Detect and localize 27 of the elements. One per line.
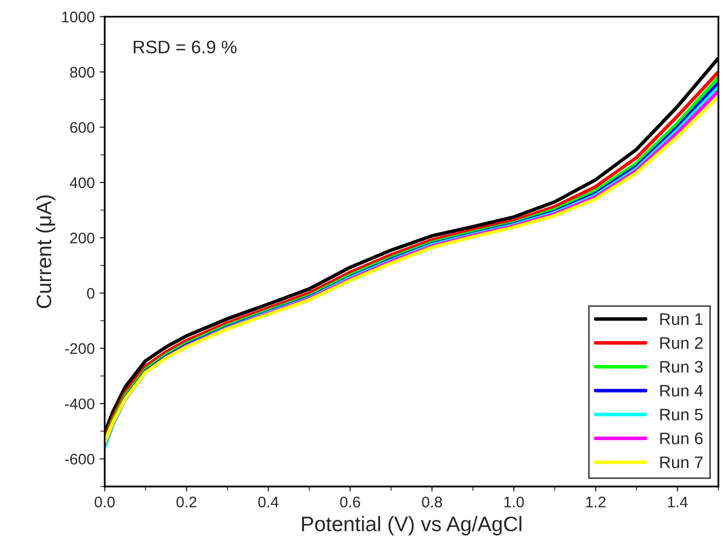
y-axis-title: Current (μA) — [36, 195, 56, 308]
y-tick-label: 400 — [70, 177, 94, 188]
x-tick-label: 1.2 — [586, 496, 606, 508]
legend-label: Run 7 — [660, 456, 703, 468]
legend-label: Run 1 — [660, 313, 703, 325]
y-tick-label: 1000 — [62, 12, 94, 22]
legend-label: Run 4 — [660, 384, 703, 397]
legend-label: Run 2 — [660, 337, 703, 349]
legend-label: Run 6 — [660, 432, 703, 444]
legend-label: Run 3 — [660, 360, 703, 373]
x-tick-label: 0.0 — [94, 496, 115, 508]
legend-label: Run 5 — [660, 408, 703, 420]
y-tick-label: 600 — [70, 122, 94, 133]
y-tick-label: -400 — [65, 398, 94, 410]
x-tick-label: 0.2 — [176, 496, 196, 508]
y-tick-label: -200 — [65, 343, 94, 354]
y-tick-label: 800 — [70, 66, 94, 78]
y-tick-label: 200 — [70, 232, 94, 244]
x-tick-label: 0.6 — [340, 496, 360, 508]
x-axis-title: Potential (V) vs Ag/AgCl — [302, 516, 522, 536]
x-tick-label: 1.4 — [668, 496, 688, 508]
x-tick-label: 0.8 — [422, 496, 442, 508]
annotation: RSD = 6.9 % — [134, 40, 237, 54]
y-tick-label: -600 — [65, 454, 94, 465]
x-tick-label: 0.4 — [258, 496, 279, 508]
x-tick-label: 1.0 — [504, 496, 524, 508]
y-tick-label: 0 — [87, 288, 94, 299]
